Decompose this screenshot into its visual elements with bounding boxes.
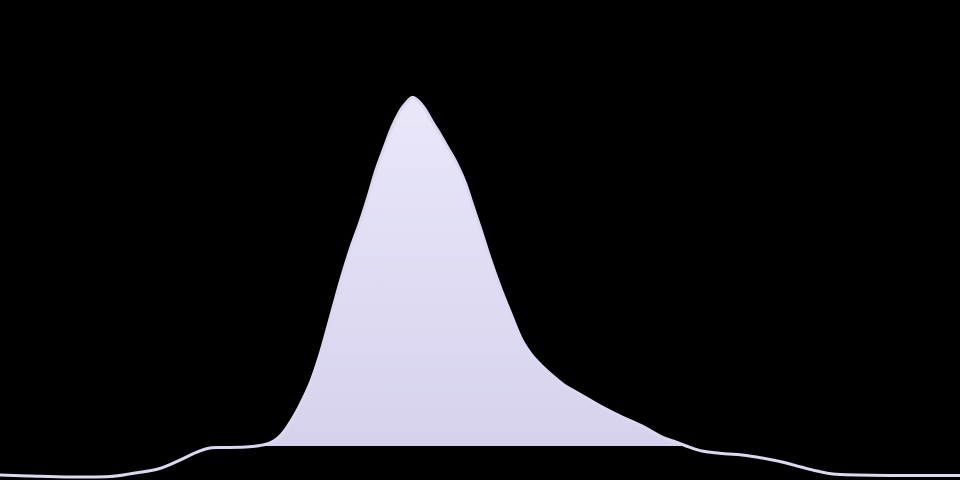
density-area-fill [256,97,687,446]
density-curve-line [0,95,960,479]
